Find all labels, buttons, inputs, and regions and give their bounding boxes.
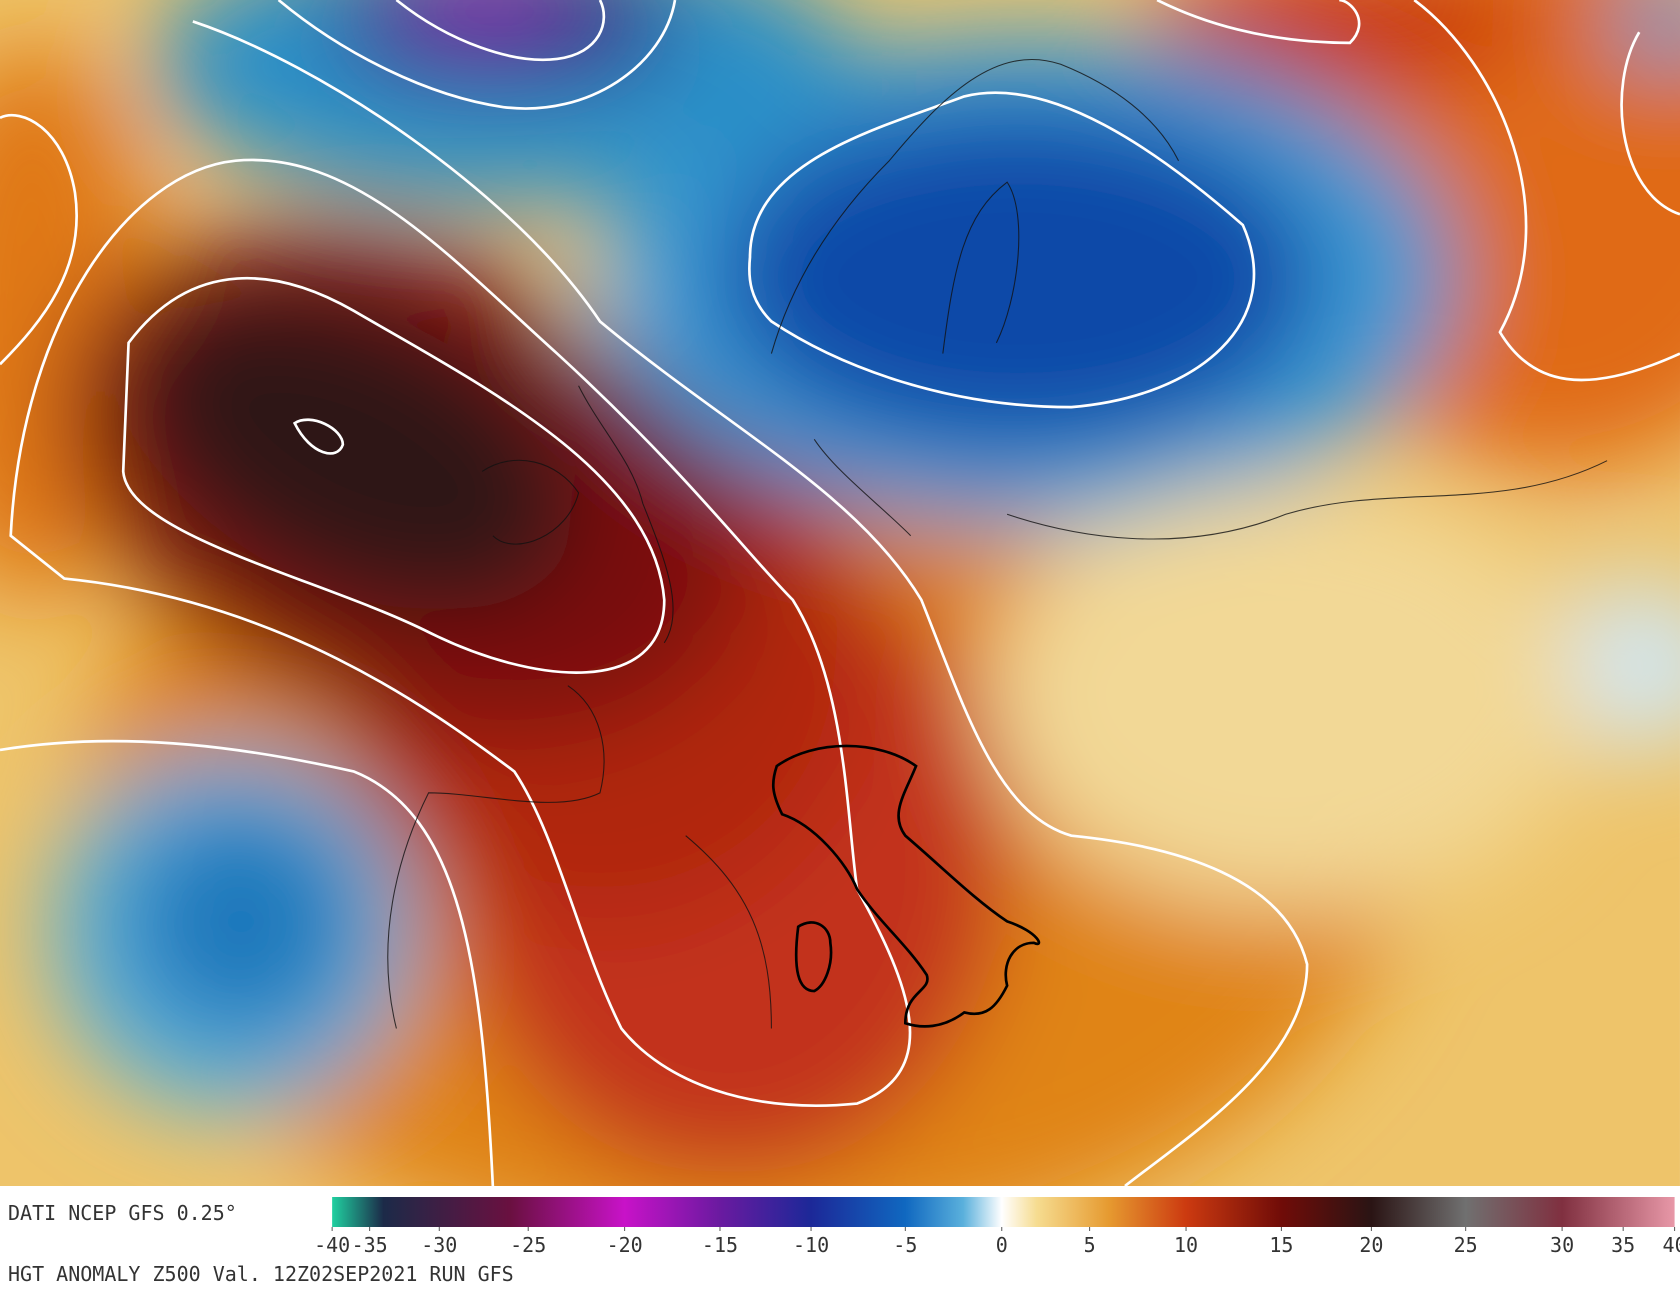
colorbar-tick-label: -20 [607, 1233, 643, 1257]
colorbar-tick-label: -40 [314, 1233, 350, 1257]
source-label: DATI NCEP GFS 0.25° [8, 1201, 237, 1225]
italy-outline [771, 744, 1041, 1028]
colorbar-tick-label: -35 [352, 1233, 388, 1257]
coastlines [387, 59, 1608, 1029]
colorbar-tick-label: -10 [793, 1233, 829, 1257]
map-title: HGT ANOMALY Z500 Val. 12Z02SEP2021 RUN G… [8, 1262, 514, 1286]
contours [0, 0, 1680, 1186]
colorbar-tick-label: 40 [1663, 1233, 1680, 1257]
colorbar-tick-label: 15 [1269, 1233, 1293, 1257]
colorbar-tick-label: 20 [1359, 1233, 1383, 1257]
colorbar-tick-label: 5 [1084, 1233, 1096, 1257]
colorbar-tick-label: 35 [1611, 1233, 1635, 1257]
colorbar-tick-label: -30 [421, 1233, 457, 1257]
colorbar-tick-label: -25 [510, 1233, 546, 1257]
colorbar-tick-label: -15 [702, 1233, 738, 1257]
colorbar-tick-label: 25 [1454, 1233, 1478, 1257]
map [0, 0, 1680, 1186]
colorbar-tick-label: 0 [996, 1233, 1008, 1257]
colorbar-tick-label: -5 [893, 1233, 917, 1257]
colorbar-tick-label: 30 [1550, 1233, 1574, 1257]
colorbar-tick-label: 10 [1174, 1233, 1198, 1257]
colorbar [332, 1197, 1675, 1227]
